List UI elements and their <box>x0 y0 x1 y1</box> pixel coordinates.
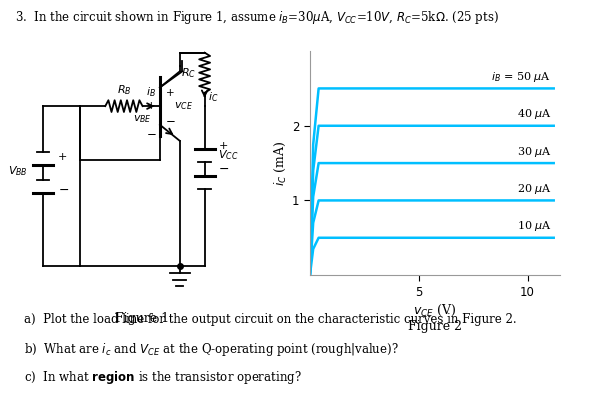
Text: $V_{BB}$: $V_{BB}$ <box>8 165 28 178</box>
Text: $-$: $-$ <box>218 162 229 175</box>
Y-axis label: $i_C$ (mA): $i_C$ (mA) <box>272 140 288 186</box>
Text: $v_{CE}$: $v_{CE}$ <box>173 100 193 112</box>
Text: 40 $\mu$A: 40 $\mu$A <box>517 107 551 121</box>
Text: $-$: $-$ <box>164 113 175 126</box>
Text: +: + <box>166 88 174 98</box>
Text: $i_B$: $i_B$ <box>146 86 156 99</box>
Text: Figure 2: Figure 2 <box>408 320 462 333</box>
Text: +: + <box>218 141 228 151</box>
Text: 30 $\mu$A: 30 $\mu$A <box>517 145 551 159</box>
Text: +: + <box>147 101 156 111</box>
Text: b)  What are $i_c$ and $V_{CE}$ at the Q-operating point (rough$|$value)?: b) What are $i_c$ and $V_{CE}$ at the Q-… <box>24 341 399 358</box>
Text: $v_{BE}$: $v_{BE}$ <box>133 114 152 125</box>
Text: +: + <box>58 152 67 162</box>
Text: $V_{CC}$: $V_{CC}$ <box>218 149 239 162</box>
Text: c)  In what $\mathbf{region}$ is the transistor operating?: c) In what $\mathbf{region}$ is the tran… <box>24 369 302 386</box>
Text: $-$: $-$ <box>58 182 69 195</box>
Text: 20 $\mu$A: 20 $\mu$A <box>517 182 551 196</box>
Text: Figure 1: Figure 1 <box>116 312 170 325</box>
Text: $i_B$ = 50 $\mu$A: $i_B$ = 50 $\mu$A <box>492 70 551 84</box>
Text: a)  Plot the load line for the output circuit on the characteristic curves in Fi: a) Plot the load line for the output cir… <box>24 314 517 327</box>
Text: $R_C$: $R_C$ <box>181 66 196 80</box>
Text: $R_B$: $R_B$ <box>117 83 131 97</box>
Text: $-$: $-$ <box>146 126 157 140</box>
Text: $i_C$: $i_C$ <box>209 90 219 104</box>
Text: 3.  In the circuit shown in Figure 1, assume $i_B$=30$\mu$A, $V_{CC}$=10$V$, $R_: 3. In the circuit shown in Figure 1, ass… <box>15 9 499 26</box>
Text: 10 $\mu$A: 10 $\mu$A <box>517 219 551 233</box>
X-axis label: $v_{CE}$ (V): $v_{CE}$ (V) <box>414 303 457 318</box>
